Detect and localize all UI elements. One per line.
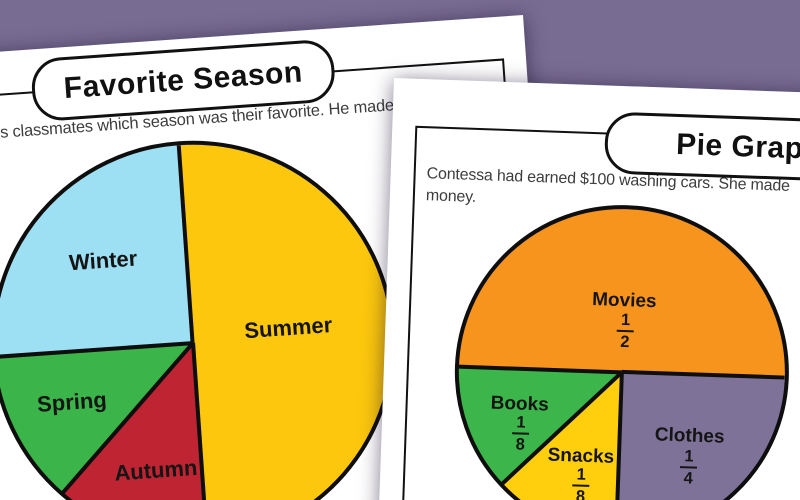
title-pill: Pie Graphs bbox=[603, 111, 800, 185]
slice-divider bbox=[0, 341, 194, 359]
worksheet-title: Favorite Season bbox=[62, 55, 304, 105]
snacks-fraction: 1 8 bbox=[572, 465, 591, 500]
fraction-numerator: 1 bbox=[572, 465, 591, 488]
worksheet-title: Pie Graphs bbox=[675, 127, 800, 167]
summer-slice-label: Summer bbox=[243, 312, 334, 344]
clothes-fraction: 1 4 bbox=[679, 447, 698, 488]
autumn-slice-label: Autumn bbox=[113, 454, 199, 486]
fraction-denominator: 8 bbox=[515, 435, 526, 454]
movies-slice-label: Movies bbox=[591, 289, 657, 313]
slice-divider bbox=[177, 145, 195, 343]
fraction-denominator: 8 bbox=[575, 487, 586, 500]
clothes-slice-label: Clothes bbox=[654, 424, 725, 448]
fraction-numerator: 1 bbox=[679, 447, 698, 469]
slice-divider bbox=[621, 370, 785, 380]
books-fraction: 1 8 bbox=[511, 413, 530, 454]
spring-slice-label: Spring bbox=[36, 387, 108, 417]
fraction-denominator: 2 bbox=[620, 333, 630, 352]
worksheet-pie-graphs: Pie Graphs Contessa had earned $100 wash… bbox=[362, 78, 800, 500]
movies-fraction: 1 2 bbox=[616, 310, 635, 352]
winter-slice-label: Winter bbox=[68, 245, 139, 276]
fraction-numerator: 1 bbox=[616, 310, 635, 333]
fraction-numerator: 1 bbox=[512, 413, 530, 435]
slice-divider bbox=[458, 364, 622, 374]
slice-divider bbox=[614, 372, 624, 500]
fraction-denominator: 4 bbox=[683, 469, 694, 488]
